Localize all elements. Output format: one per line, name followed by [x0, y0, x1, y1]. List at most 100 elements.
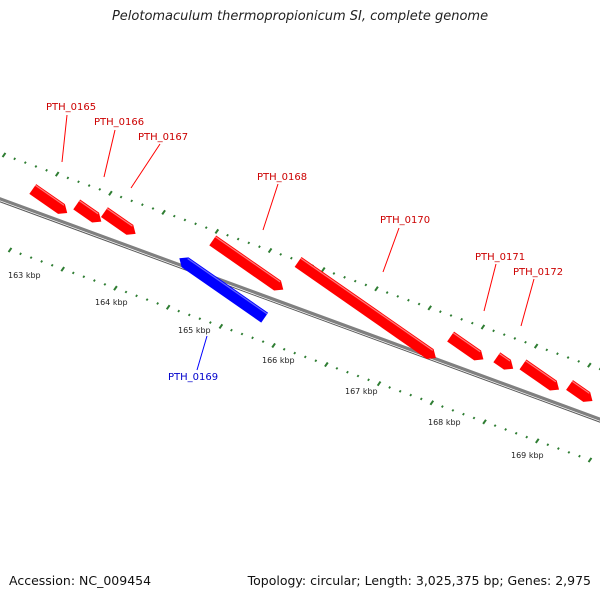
gene-label-pth-0167: PTH_0167: [138, 132, 188, 143]
gene-highlight: [78, 200, 99, 215]
scale-label: 165 kbp: [178, 326, 211, 335]
minor-tick: [409, 393, 413, 397]
minor-tick: [98, 187, 102, 191]
gene-arrow-pth-0171: [447, 331, 484, 361]
minor-tick: [130, 199, 134, 203]
backbone-line: [0, 197, 600, 421]
minor-tick: [208, 321, 212, 324]
scale-label: 169 kbp: [511, 451, 544, 460]
minor-tick: [279, 252, 283, 256]
minor-tick: [417, 302, 421, 306]
minor-tick: [103, 282, 107, 286]
minor-tick: [419, 397, 423, 401]
accession-text: Accession: NC_009454: [9, 573, 152, 588]
scale-label: 163 kbp: [8, 271, 41, 280]
major-tick: [60, 266, 65, 272]
minor-tick: [356, 374, 360, 378]
major-tick: [429, 400, 435, 406]
minor-tick: [440, 405, 444, 408]
gene-arrow-pth-0166: [73, 199, 102, 223]
minor-tick: [124, 290, 128, 294]
minor-tick: [71, 271, 75, 275]
inner-tick-row: [7, 247, 593, 463]
major-tick: [427, 305, 432, 311]
minor-tick: [194, 222, 197, 226]
major-tick: [480, 324, 486, 330]
minor-tick: [261, 340, 265, 344]
minor-tick: [19, 252, 22, 256]
minor-tick: [251, 336, 254, 340]
minor-tick: [172, 214, 176, 218]
minor-tick: [577, 359, 581, 363]
minor-tick: [388, 386, 392, 389]
gene-label-pth-0172: PTH_0172: [513, 267, 563, 278]
minor-tick: [230, 328, 233, 332]
gene-highlight: [525, 360, 557, 383]
minor-tick: [438, 310, 442, 314]
gene-arrow-next: [566, 380, 593, 402]
minor-tick: [407, 298, 410, 302]
gene-highlight: [499, 353, 511, 362]
major-tick: [376, 381, 382, 387]
major-tick: [108, 190, 113, 196]
major-tick: [267, 247, 273, 254]
gene-arrow-pth-0167: [100, 207, 136, 235]
minor-tick: [502, 333, 506, 337]
minor-tick: [385, 291, 389, 294]
minor-tick: [82, 275, 86, 279]
gene-label-pth-0165: PTH_0165: [46, 102, 96, 113]
minor-tick: [135, 294, 138, 298]
minor-tick: [566, 356, 570, 359]
minor-tick: [45, 168, 48, 172]
gene-arrow-pth-0168: [209, 235, 284, 291]
minor-tick: [343, 275, 346, 279]
leader-line-pth-0169: [196, 335, 208, 371]
backbone-shadow: [0, 201, 600, 423]
major-tick: [533, 343, 539, 349]
major-tick: [271, 342, 276, 349]
gene-highlight: [214, 236, 281, 283]
major-tick: [218, 323, 224, 329]
scale-label: 167 kbp: [345, 387, 378, 396]
gene-arrow-pth-0170: [294, 257, 436, 359]
minor-tick: [556, 447, 560, 450]
minor-tick: [396, 294, 400, 298]
minor-tick: [282, 347, 286, 351]
gene-arrow-pth-0169: [179, 257, 269, 323]
major-tick: [482, 419, 487, 425]
minor-tick: [23, 161, 27, 165]
major-tick: [587, 457, 593, 463]
leader-line-pth-0167: [130, 143, 161, 189]
minor-tick: [303, 355, 307, 359]
gene-arrow-pth-0172: [519, 359, 560, 391]
major-tick: [113, 285, 118, 291]
minor-tick: [567, 450, 571, 454]
leader-line-pth-0166: [103, 129, 116, 178]
minor-tick: [240, 332, 244, 336]
major-tick: [7, 247, 13, 253]
minor-tick: [493, 424, 497, 428]
gene-arrow-pth-0171b: [493, 352, 514, 370]
scale-label: 168 kbp: [428, 418, 461, 427]
minor-tick: [398, 389, 402, 393]
minor-tick: [289, 256, 293, 260]
major-tick: [161, 209, 166, 215]
minor-tick: [293, 351, 297, 355]
major-tick: [54, 171, 60, 177]
scale-label: 164 kbp: [95, 298, 128, 307]
leader-line-pth-0172: [520, 278, 535, 327]
leader-line-pth-0165: [61, 114, 68, 163]
minor-tick: [335, 366, 339, 370]
minor-tick: [525, 435, 529, 439]
minor-tick: [198, 317, 202, 321]
gene-highlight: [452, 332, 481, 353]
map-title: Pelotomaculum thermopropionicum SI, comp…: [111, 9, 489, 24]
minor-tick: [204, 226, 208, 230]
minor-tick: [40, 260, 44, 263]
minor-tick: [66, 176, 70, 180]
minor-tick: [332, 272, 336, 275]
minor-tick: [145, 298, 149, 302]
minor-tick: [34, 165, 38, 168]
